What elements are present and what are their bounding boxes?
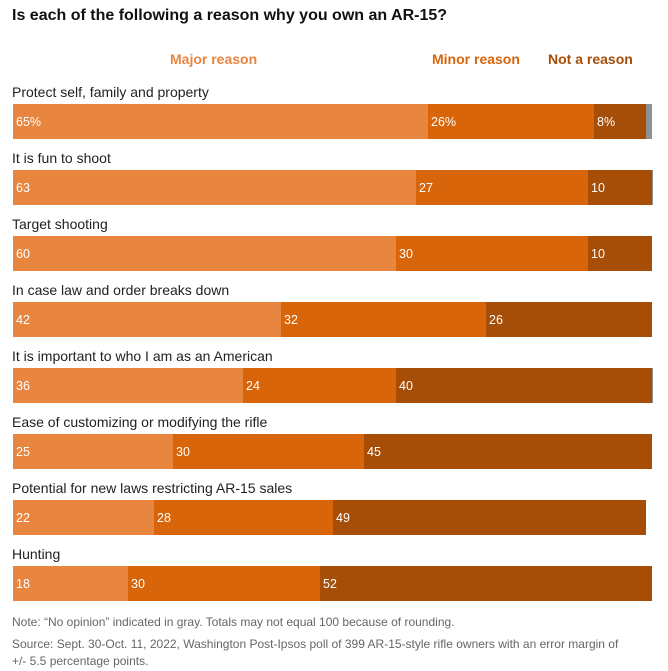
category-label: Ease of customizing or modifying the rif… (12, 414, 268, 430)
data-label: 22 (16, 511, 30, 525)
data-label: 30 (176, 445, 190, 459)
bar-row: 65% 26% 8% (13, 104, 652, 139)
bar-segment (333, 500, 646, 535)
data-label: 26 (489, 313, 503, 327)
data-label: 10 (591, 247, 605, 261)
data-label: 25 (16, 445, 30, 459)
category-label: Hunting (12, 546, 61, 562)
bar-segment (396, 236, 588, 271)
data-label: 18 (16, 577, 30, 591)
bar-row: 36 24 40 (13, 368, 653, 403)
bar-segment (281, 302, 486, 337)
bar-segment (13, 302, 281, 337)
bar-segment (13, 236, 396, 271)
bar-segment (13, 434, 173, 469)
bar-segment (396, 368, 652, 403)
category-label: In case law and order breaks down (12, 282, 230, 298)
bar-segment (486, 302, 652, 337)
category-label: Target shooting (12, 216, 108, 232)
bar-segment (13, 500, 154, 535)
chart-title: Is each of the following a reason why yo… (12, 7, 448, 24)
data-label: 49 (336, 511, 350, 525)
bar-segment (428, 104, 594, 139)
bar-segment (416, 170, 588, 205)
bar-segment-no-opinion (652, 368, 653, 403)
bar-segment (364, 434, 652, 469)
data-label: 65% (16, 115, 42, 129)
category-label: It is fun to shoot (12, 150, 111, 166)
chart-source: Source: Sept. 30-Oct. 11, 2022, Washingt… (12, 637, 619, 668)
data-label: 32 (284, 313, 298, 327)
data-label: 27 (419, 181, 433, 195)
data-label: 42 (16, 313, 30, 327)
bar-row: 42 32 26 (13, 302, 652, 337)
data-label: 36 (16, 379, 30, 393)
bar-segment (320, 566, 652, 601)
data-label: 8% (597, 115, 616, 129)
bar-segment-no-opinion (652, 170, 653, 205)
bar-row: 63 27 10 (13, 170, 653, 205)
bar-segment (243, 368, 396, 403)
bar-segment (128, 566, 320, 601)
legend-item-1: Minor reason (432, 51, 520, 67)
data-label: 30 (131, 577, 145, 591)
bar-segment (588, 170, 652, 205)
data-label: 52 (323, 577, 337, 591)
data-label: 40 (399, 379, 413, 393)
bar-row: 25 30 45 (13, 434, 652, 469)
bar-segment (13, 368, 243, 403)
data-label: 63 (16, 181, 30, 195)
data-label: 10 (591, 181, 605, 195)
bar-row: 22 28 49 (13, 500, 652, 535)
chart-note: Note: “No opinion” indicated in gray. To… (12, 615, 455, 629)
bar-segment (13, 566, 128, 601)
data-label: 26% (431, 115, 457, 129)
data-label: 28 (157, 511, 171, 525)
legend-item-2: Not a reason (548, 51, 633, 67)
bar-segment (588, 236, 652, 271)
data-label: 30 (399, 247, 413, 261)
bar-segment (13, 104, 428, 139)
bar-row: 60 30 10 (13, 236, 652, 271)
category-label: Potential for new laws restricting AR-15… (12, 480, 293, 496)
data-label: 45 (367, 445, 381, 459)
bar-segment (154, 500, 333, 535)
bar-segment (173, 434, 364, 469)
legend-item-0: Major reason (170, 51, 258, 67)
bar-segment-no-opinion (646, 104, 652, 139)
category-label: Protect self, family and property (12, 84, 209, 100)
bar-segment (13, 170, 416, 205)
category-label: It is important to who I am as an Americ… (12, 348, 273, 364)
data-label: 60 (16, 247, 30, 261)
bar-segment (594, 104, 646, 139)
data-label: 24 (246, 379, 260, 393)
bar-row: 18 30 52 (13, 566, 652, 601)
